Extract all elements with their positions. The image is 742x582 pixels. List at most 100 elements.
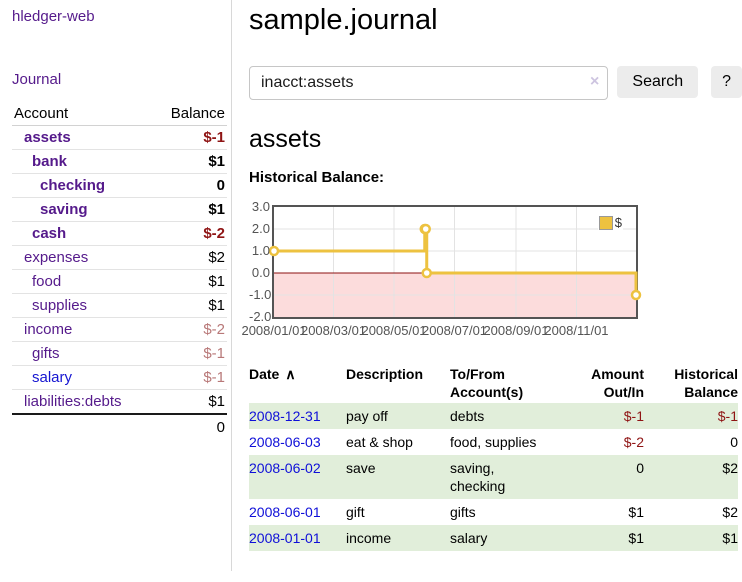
date-link[interactable]: 2008-12-31	[249, 408, 321, 424]
register-header-row: Date ∧ Description To/From Account(s) Amount O…	[249, 363, 738, 403]
column-header-text: To/From	[450, 366, 505, 382]
chart-canvas	[268, 207, 642, 317]
date-link[interactable]: 2008-01-01	[249, 530, 321, 546]
register-accounts-cell: salary	[450, 530, 488, 546]
accounts-total-value: 0	[153, 413, 227, 440]
account-row: bank $1	[12, 149, 227, 174]
account-name-cell: saving	[12, 197, 154, 222]
register-description-cell: gift	[346, 504, 365, 520]
sort-asc-icon: ∧	[285, 366, 296, 382]
search-input[interactable]	[249, 66, 609, 100]
column-header-text: Amount	[591, 366, 644, 382]
account-link[interactable]: expenses	[24, 249, 89, 266]
brand-link[interactable]: hledger-web	[12, 8, 95, 25]
account-balance: $1	[153, 197, 227, 222]
account-balance: $1	[153, 149, 227, 174]
balance-column-header: Balance	[153, 102, 227, 126]
account-row: liabilities:debts $1	[12, 389, 227, 415]
account-link[interactable]: cash	[32, 225, 67, 242]
account-balance: $-1	[153, 341, 227, 366]
account-column-header: Account	[12, 102, 154, 126]
register-table: Date ∧ Description To/From Account(s) Amount O…	[249, 363, 738, 551]
account-link[interactable]: income	[24, 321, 73, 338]
search-form: × Search ?	[249, 66, 742, 100]
register-column-header: Amount Out/In	[560, 363, 644, 403]
account-row: salary $-1	[12, 365, 227, 390]
register-row: 2008-01-01 income salary $1 $1	[249, 525, 738, 551]
main-content: sample.journal × Search ? assets Histori…	[232, 0, 742, 571]
account-row: cash $-2	[12, 221, 227, 246]
account-link[interactable]: supplies	[32, 297, 88, 314]
account-balance: $-2	[153, 221, 227, 246]
register-balance-cell: $-1	[717, 408, 738, 424]
x-axis-tick-label: 2008/05/01	[361, 323, 427, 338]
chart-plot-area: $	[268, 205, 642, 319]
register-row: 2008-12-31 pay off debts $-1 $-1	[249, 403, 738, 429]
register-accounts-cell: debts	[450, 408, 485, 424]
register-date-cell: 2008-01-01	[249, 525, 346, 551]
date-link[interactable]: 2008-06-03	[249, 434, 321, 450]
account-name-cell: food	[12, 269, 154, 294]
total-spacer	[12, 413, 154, 440]
help-button[interactable]: ?	[711, 66, 742, 98]
account-name-cell: checking	[12, 173, 154, 198]
x-axis-tick-label: 2008/01/01	[241, 323, 307, 338]
account-row: assets $-1	[12, 125, 227, 150]
date-link[interactable]: 2008-06-02	[249, 460, 321, 476]
account-name-cell: cash	[12, 221, 154, 246]
date-link[interactable]: 2008-06-01	[249, 504, 321, 520]
x-axis-tick-label: 2008/03/01	[300, 323, 367, 338]
search-button[interactable]: Search	[617, 66, 699, 98]
page-title: sample.journal	[249, 4, 438, 36]
chart-legend: $	[597, 214, 623, 231]
account-link[interactable]: saving	[40, 201, 88, 218]
account-link[interactable]: checking	[40, 177, 106, 194]
account-link[interactable]: food	[32, 273, 62, 290]
clear-search-icon[interactable]: ×	[590, 73, 600, 90]
search-field-wrap: ×	[249, 66, 609, 100]
account-link[interactable]: salary	[32, 369, 73, 386]
sidebar-item-journal[interactable]: Journal	[12, 71, 62, 88]
account-balance: $-2	[153, 317, 227, 342]
register-row: 2008-06-01 gift gifts $1 $2	[249, 499, 738, 525]
register-date-cell: 2008-06-01	[249, 499, 346, 525]
register-amount-cell: $-2	[623, 434, 644, 450]
chart-title: Historical Balance:	[249, 169, 385, 186]
account-heading: assets	[249, 125, 322, 153]
account-row: supplies $1	[12, 293, 227, 318]
register-column-header: To/From Account(s)	[450, 363, 560, 403]
account-row: gifts $-1	[12, 341, 227, 366]
account-name-cell: income	[12, 317, 154, 342]
register-accounts-cell: gifts	[450, 504, 476, 520]
legend-swatch-icon	[598, 215, 613, 230]
account-row: expenses $2	[12, 245, 227, 270]
sidebar: hledger-web Journal Account Balance asse…	[0, 0, 232, 571]
account-balance: $1	[153, 293, 227, 318]
account-balance: $-1	[153, 365, 227, 390]
accounts-table: Account Balance assets $-1 bank $1 checking 0…	[12, 102, 227, 440]
account-link[interactable]: assets	[24, 129, 71, 146]
register-description-cell: eat & shop	[346, 434, 413, 450]
account-row: income $-2	[12, 317, 227, 342]
account-link[interactable]: bank	[32, 153, 68, 170]
account-row: food $1	[12, 269, 227, 294]
register-amount-cell: $1	[628, 530, 644, 546]
column-header-text: Date	[249, 366, 280, 382]
register-accounts-cell: saving, checking	[450, 460, 506, 494]
accounts-body: assets $-1 bank $1 checking 0 saving $1 cash $-2 e…	[12, 125, 227, 415]
account-name-cell: bank	[12, 149, 154, 174]
account-name-cell: assets	[12, 125, 154, 150]
register-column-header[interactable]: Date ∧	[249, 363, 346, 403]
account-link[interactable]: liabilities:debts	[24, 393, 122, 410]
register-amount-cell: $1	[628, 504, 644, 520]
x-axis-tick-label: 2008/07/01	[421, 323, 488, 338]
register-date-cell: 2008-12-31	[249, 403, 346, 429]
register-balance-cell: 0	[730, 434, 738, 450]
column-header-text: Description	[346, 366, 424, 382]
account-balance: $2	[153, 245, 227, 270]
y-axis-tick-label: 3.0	[251, 199, 270, 214]
register-balance-cell: $2	[722, 504, 738, 520]
y-axis-tick-label: -1.0	[249, 287, 272, 302]
account-link[interactable]: gifts	[32, 345, 60, 362]
